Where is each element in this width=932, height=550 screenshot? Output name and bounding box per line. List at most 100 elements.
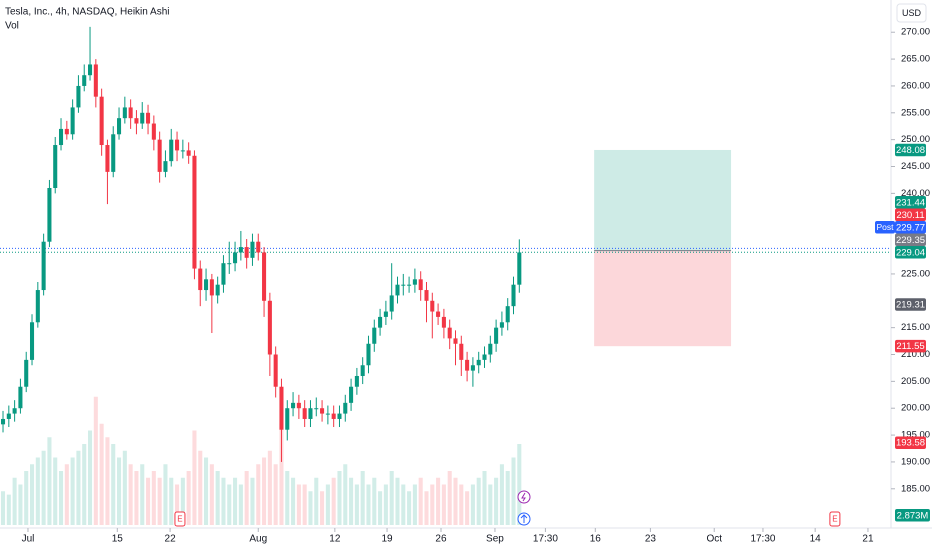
candle-body: [285, 408, 290, 430]
candle-body: [146, 112, 151, 124]
volume-bar: [180, 477, 185, 525]
candle-body: [482, 354, 487, 360]
volume-bar: [0, 491, 6, 525]
volume-bar: [18, 484, 23, 525]
volume-bar: [122, 450, 127, 525]
price-label-box: [895, 245, 926, 259]
candle-body: [256, 241, 261, 253]
y-tick-label: 265.00: [901, 54, 930, 65]
volume-bar: [372, 477, 377, 525]
candle-body: [494, 327, 499, 344]
x-tick-label: 23: [645, 534, 657, 545]
y-tick-label: 240.00: [901, 188, 930, 199]
y-tick-label: 260.00: [901, 80, 930, 91]
volume-bar: [482, 471, 487, 525]
currency[interactable]: USD: [902, 8, 922, 18]
volume-bar: [215, 471, 220, 525]
lightning-glyph: [521, 492, 526, 502]
candle-body: [314, 408, 319, 410]
volume-bar: [250, 477, 255, 525]
volume-bar: [169, 477, 174, 525]
volume-bar: [325, 484, 330, 525]
x-tick-label: 17:30: [750, 534, 775, 545]
candle-body: [29, 322, 35, 360]
volume-bar: [82, 444, 87, 525]
currency-box[interactable]: [896, 3, 927, 23]
candle-body: [308, 408, 313, 419]
volume-bar: [470, 484, 475, 525]
volume-bar: [47, 437, 52, 525]
price-label-box: [895, 233, 926, 246]
volume-bar: [291, 477, 296, 525]
candle-body: [262, 252, 267, 301]
x-tick-label: 15: [112, 534, 124, 545]
candle-body: [279, 386, 284, 430]
volume-bar: [105, 437, 110, 525]
candle-body: [233, 252, 238, 264]
volume-bar: [383, 484, 388, 525]
price-tag: Post: [876, 222, 894, 232]
y-tick-label: 245.00: [901, 161, 930, 172]
price-label: 211.55: [896, 341, 924, 352]
volume-bar: [331, 477, 336, 525]
icons: [517, 490, 531, 526]
price-label-box: [895, 436, 926, 449]
volume-bar: [412, 484, 417, 525]
volume-bar: [151, 471, 156, 525]
volume-bar: [163, 464, 168, 525]
event-marker[interactable]: [829, 511, 841, 527]
candle-body: [372, 327, 377, 344]
y-tick-label: 215.00: [901, 322, 930, 333]
candle-body: [383, 311, 388, 317]
y-tick-label: 225.00: [901, 268, 930, 279]
x-tick-label: 14: [810, 534, 822, 545]
candle-body: [291, 402, 296, 409]
volume-bar: [366, 484, 371, 525]
volume-bar: [279, 423, 284, 525]
volume-bar: [430, 484, 435, 525]
lightning-icon[interactable]: [517, 490, 531, 504]
volume-bar: [204, 457, 209, 525]
event-marker[interactable]: [174, 511, 186, 527]
volume-bar: [273, 464, 278, 525]
candle-body: [198, 268, 203, 291]
price-label: 248.08: [896, 145, 925, 156]
x-tick-label: Oct: [706, 534, 722, 545]
volume-bar: [88, 430, 93, 525]
candle-body: [459, 343, 464, 360]
candle-body: [70, 107, 75, 135]
candle-body: [401, 284, 406, 286]
candle-body: [204, 279, 209, 291]
volume-bar: [29, 464, 35, 525]
split-glyph: [520, 514, 528, 523]
candle-body: [250, 241, 255, 258]
volume-bar: [6, 494, 11, 525]
volume-bar: [93, 396, 98, 525]
candle-body: [395, 284, 400, 296]
candle-body: [378, 316, 383, 328]
volume-bar: [134, 471, 139, 525]
candle-body: [0, 418, 6, 425]
candle-body: [169, 139, 174, 162]
volume-bar: [401, 484, 406, 525]
volume-bar: [395, 477, 400, 525]
y-tick-label: 205.00: [901, 376, 930, 387]
volume-bar: [407, 491, 412, 525]
candle-body: [82, 75, 87, 86]
volume-bar: [517, 444, 522, 525]
x-tick-label: 22: [165, 534, 177, 545]
price-label-box: [895, 143, 926, 157]
candle-body: [163, 161, 168, 172]
volume-bar: [343, 464, 348, 525]
candle-body: [412, 279, 417, 285]
candle-body: [465, 359, 470, 371]
candle-body: [180, 150, 185, 152]
candle-body: [349, 386, 354, 403]
event-label: E: [177, 515, 182, 524]
volume-bar: [70, 457, 75, 525]
candle-body: [122, 107, 127, 119]
volume-bar: [99, 423, 104, 525]
candle-body: [18, 386, 23, 409]
candle-body: [117, 118, 122, 135]
